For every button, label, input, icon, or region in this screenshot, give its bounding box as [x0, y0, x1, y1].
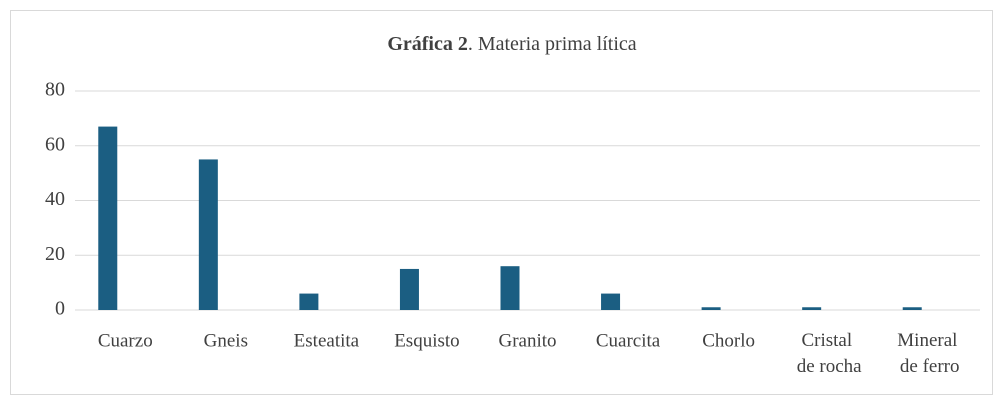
- y-tick-label: 0: [55, 298, 65, 320]
- x-tick-label: Cristal de rocha: [797, 330, 862, 377]
- y-tick-label: 40: [45, 188, 65, 210]
- y-tick-label: 80: [45, 79, 65, 101]
- bar: [902, 307, 922, 310]
- y-tick-label: 60: [45, 133, 65, 155]
- x-tick-label: Esteatita: [294, 330, 360, 351]
- title-label: Gráfica 2: [387, 33, 468, 55]
- bar: [98, 126, 118, 311]
- x-tick-label: Chorlo: [702, 330, 755, 351]
- bar: [299, 293, 319, 310]
- x-tick-label: Cuarcita: [596, 330, 661, 351]
- x-tick-label: Cuarzo: [98, 330, 153, 351]
- y-tick-label: 20: [45, 243, 65, 265]
- chart-title: Gráfica 2. Materia prima lítica: [387, 33, 636, 55]
- bar: [198, 159, 218, 310]
- chart-border: [10, 10, 993, 395]
- bar: [802, 307, 822, 310]
- x-tick-label: Esquisto: [394, 330, 459, 351]
- bar: [500, 266, 520, 310]
- bar: [701, 307, 721, 310]
- bar: [601, 293, 621, 310]
- bar: [399, 268, 419, 310]
- x-tick-label: Granito: [498, 330, 556, 351]
- title-text: . Materia prima lítica: [468, 33, 637, 55]
- x-tick-label: Mineral de ferro: [897, 330, 962, 377]
- x-tick-label: Gneis: [204, 330, 248, 351]
